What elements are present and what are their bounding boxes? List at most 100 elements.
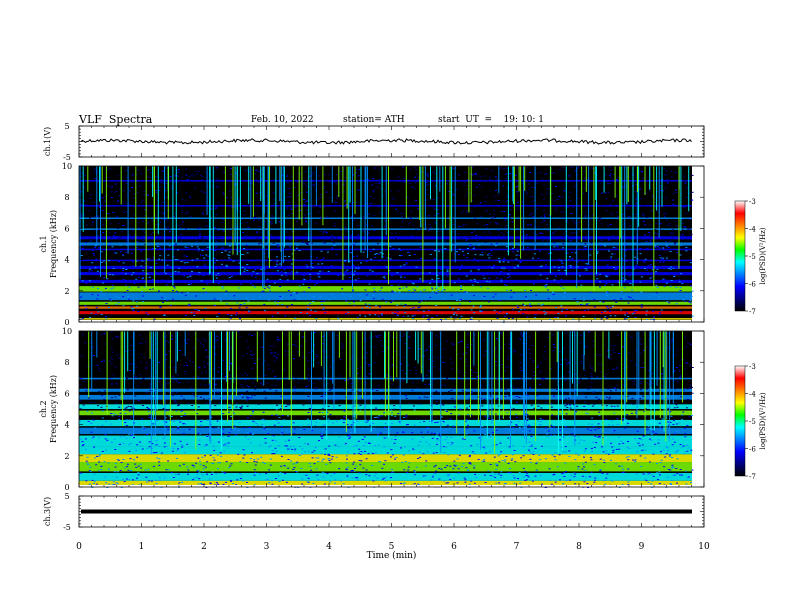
spectrum-speckle (568, 409, 571, 411)
spectrum-speckle (139, 172, 142, 174)
spectrum-speckle (248, 310, 250, 312)
spectrum-speckle (684, 368, 687, 370)
spectrum-speckle (525, 191, 527, 193)
spectrum-speckle (479, 310, 481, 312)
spectrum-speckle (498, 261, 501, 263)
spectrum-speckle (406, 472, 409, 474)
spectrum-speckle (223, 172, 226, 174)
spectrum-speckle (180, 294, 183, 296)
spectrum-speckle (120, 428, 122, 429)
spectrum-speckle (337, 273, 340, 275)
spectrum-speckle (533, 360, 536, 362)
spectrum-speckle (287, 214, 290, 216)
spectrum-speckle (122, 296, 125, 298)
spectrum-speckle (269, 260, 272, 261)
spectrum-speckle (112, 351, 114, 353)
spectrum-speckle (484, 415, 486, 417)
frequency-band (79, 180, 692, 182)
spectrum-speckle (114, 366, 117, 368)
spectrum-speckle (484, 204, 487, 206)
spectrum-speckle (672, 267, 675, 269)
spectrum-speckle (222, 218, 225, 220)
spectrum-speckle (216, 259, 218, 261)
spectrum-speckle (255, 461, 258, 463)
spectrum-speckle (640, 439, 643, 440)
spectrum-speckle (584, 461, 587, 463)
spectrum-speckle (323, 174, 326, 176)
spectrum-speckle (204, 340, 207, 342)
spectrum-speckle (466, 212, 469, 214)
spectrum-speckle (228, 374, 231, 376)
spectrum-speckle (518, 472, 521, 473)
spectrum-speckle (305, 220, 307, 222)
spectrum-speckle (407, 223, 410, 225)
spectrum-speckle (591, 237, 594, 239)
spectrum-speckle (450, 294, 453, 296)
sferic-streak (653, 166, 655, 288)
spectrum-speckle (109, 273, 112, 275)
spectrum-speckle (110, 356, 113, 358)
spectrum-speckle (86, 462, 89, 464)
spectrum-speckle (507, 261, 510, 263)
spectrum-speckle (441, 290, 443, 292)
spectrum-speckle (158, 381, 161, 383)
spectrum-speckle (558, 195, 561, 197)
spectrum-speckle (353, 274, 355, 276)
spectrum-speckle (602, 451, 605, 453)
spectrum-speckle (283, 419, 286, 421)
spectrum-speckle (534, 447, 537, 449)
spectrum-speckle (675, 431, 678, 433)
spectrum-speckle (528, 451, 531, 452)
spectrum-speckle (507, 273, 510, 275)
spectrum-speckle (376, 336, 379, 338)
spectrum-speckle (671, 339, 674, 341)
spectrum-speckle (145, 312, 148, 314)
spectrum-speckle (141, 295, 144, 297)
spectrum-speckle (580, 284, 583, 286)
spectrum-speckle (453, 231, 456, 233)
spectrum-speckle (554, 207, 557, 209)
spectrum-speckle (313, 331, 316, 333)
spectrum-speckle (344, 313, 347, 315)
spectrum-speckle (391, 364, 394, 366)
spectrum-speckle (664, 187, 667, 189)
spectrum-speckle (452, 194, 455, 196)
spectrum-speckle (448, 474, 451, 476)
spectrum-speckle (318, 379, 321, 381)
spectrum-speckle (457, 468, 460, 470)
spectrum-speckle (123, 435, 126, 437)
spectrum-speckle (461, 250, 464, 252)
spectrum-speckle (546, 277, 549, 279)
spectrum-speckle (631, 299, 634, 301)
spectrum-speckle (159, 255, 162, 257)
spectrum-speckle (568, 174, 571, 176)
spectrum-speckle (355, 171, 358, 173)
spectrum-speckle (491, 408, 494, 410)
spectrum-speckle (567, 403, 570, 405)
spectrum-speckle (524, 479, 527, 481)
spectrum-speckle (122, 459, 125, 460)
spectrum-speckle (268, 482, 271, 484)
spectrum-speckle (273, 179, 276, 181)
spectrum-speckle (240, 283, 243, 285)
spectrum-speckle (415, 169, 418, 171)
spectrum-speckle (543, 216, 546, 218)
spectrum-speckle (609, 176, 612, 178)
y-tick-label: 6 (64, 224, 69, 233)
spectrum-speckle (305, 200, 308, 202)
spectrum-speckle (592, 340, 595, 342)
spectrum-speckle (263, 419, 266, 421)
spectrum-speckle (380, 287, 383, 289)
spectrum-speckle (558, 390, 561, 392)
spectrum-speckle (509, 173, 512, 175)
spectrum-speckle (378, 179, 381, 180)
spectrum-speckle (418, 306, 421, 308)
spectrum-speckle (555, 307, 558, 309)
spectrum-speckle (114, 449, 117, 450)
spectrum-speckle (458, 174, 460, 176)
spectrum-speckle (666, 346, 669, 348)
spectrum-speckle (652, 475, 655, 477)
spectrum-speckle (383, 477, 386, 479)
spectrum-speckle (533, 232, 536, 234)
spectrum-speckle (110, 237, 113, 238)
